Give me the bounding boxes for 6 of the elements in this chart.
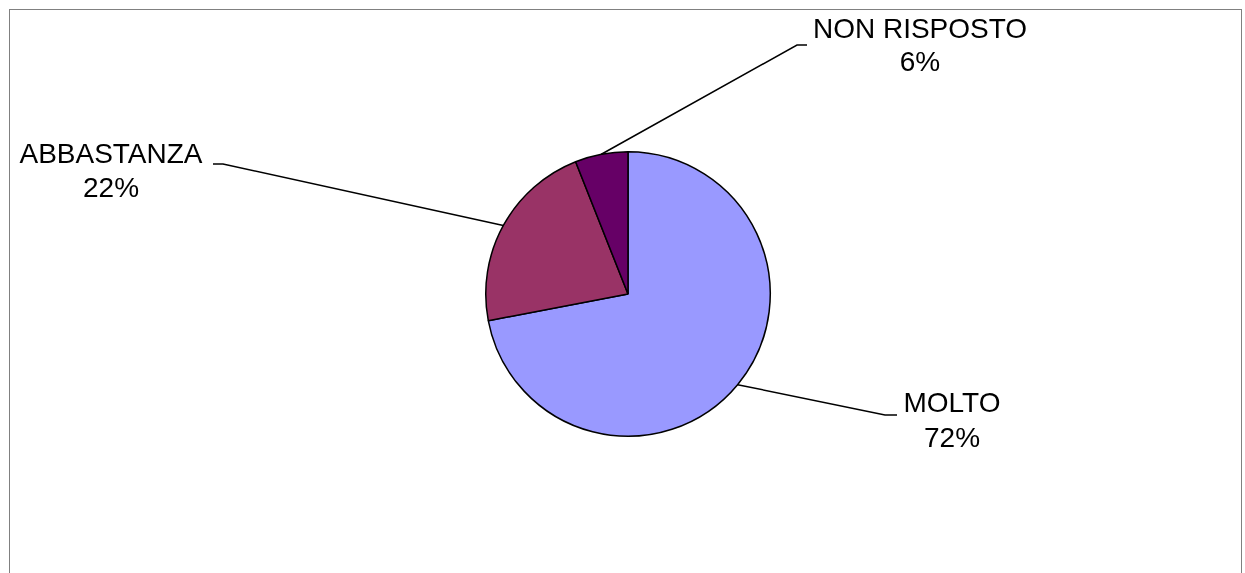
slice-label: MOLTO [903,386,1001,418]
data-label: 6% [899,45,941,77]
slice-label: NON RISPOSTO [812,12,1028,44]
slice-label: ABBASTANZA [19,137,203,169]
data-label: 22% [82,171,140,203]
data-label: 72% [923,421,981,453]
